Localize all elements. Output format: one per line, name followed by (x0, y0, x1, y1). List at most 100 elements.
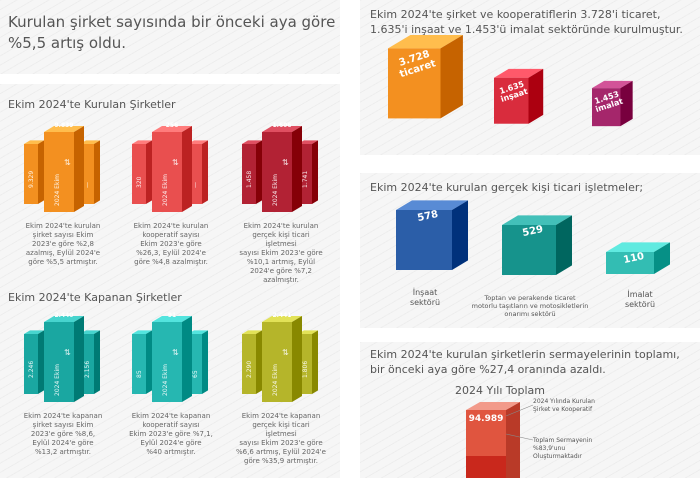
persons-label-line: Toptan ve perakende ticaret (484, 294, 576, 302)
bar-main (152, 126, 192, 212)
bar-left (132, 330, 152, 394)
right-value: 65 (192, 370, 199, 378)
bar-main-front (152, 132, 182, 212)
caption-line: Eylül 2024'e göre (32, 439, 94, 447)
bar-main (44, 316, 84, 402)
persons-cube-label: Toptan ve perakende ticaret motorlu taşıt… (455, 294, 605, 318)
bar-left-top (24, 330, 44, 334)
bar-left-front (132, 334, 146, 394)
bar-left-top (242, 330, 262, 334)
bar-right-side (202, 140, 208, 204)
bar-main-top (262, 126, 302, 132)
bar-right-side (94, 140, 100, 204)
persons-cube-shape-front (396, 210, 452, 270)
main-value: 2.440 (54, 312, 74, 319)
caption-line: Ekim 2024'te kapanan (23, 412, 103, 420)
group-founded-1: 256 2024 Ekim ⇅ 320 — Ekim 2024'te kurulan koo… (126, 118, 226, 293)
sector-cube-shape (592, 80, 633, 126)
capital-note-2: Toplam Sermayenin %83,9'unu Oluşturmakta… (533, 437, 593, 460)
bar-main-side (182, 126, 192, 212)
group-caption: Ekim 2024'te kurulan kooperatif sayısı Eki… (126, 222, 216, 267)
persons-cube-shape (606, 242, 670, 274)
caption-line: %6,6 artmış, Eylül 2024'e (236, 448, 326, 456)
caption-line: %26,3, Eylül 2024'e (136, 249, 206, 257)
main-value: 1.606 (272, 122, 292, 129)
caption-line: şirket sayısı Ekim (32, 421, 94, 429)
group-founded-0: 9.839 2024 Ekim ⇅ 9.329 — Ekim 2024'te kurula… (18, 118, 118, 293)
main-value: 9.839 (54, 122, 74, 129)
persons-cube-shape-top (606, 242, 670, 252)
bar-main (44, 126, 84, 212)
bar-left-side (38, 330, 44, 394)
main-value: 91 (167, 312, 177, 319)
trend-arrow-icon: ⇅ (172, 158, 179, 167)
sector-cube-shape (388, 34, 463, 118)
trend-arrow-icon: ⇅ (172, 348, 179, 357)
main-label: 2024 Ekim (272, 364, 279, 396)
main-value: 256 (165, 122, 179, 129)
bar-left-side (146, 140, 152, 204)
bar-main-front (44, 132, 74, 212)
bar-left-side (38, 140, 44, 204)
sector-cube-shape (494, 69, 544, 124)
bar-main-front (262, 322, 292, 402)
group-caption: Ekim 2024'te kapanan şirket sayısı Ekim 20… (18, 412, 108, 457)
bars-founded-2 (242, 126, 318, 212)
group-founded-2: 1.606 2024 Ekim ⇅ 1.458 1.741 Ekim 2024'te ku… (236, 118, 336, 293)
bar-main (262, 126, 302, 212)
persons-label-line: sektörü (624, 300, 656, 309)
main-label: 2024 Ekim (54, 364, 61, 396)
bar-main (152, 316, 192, 402)
sector-cube-0 (388, 34, 463, 118)
capital-note-1: 2024 Yılında Kurulan Şirket ve Kooperati… (533, 398, 595, 413)
sector-cube-1 (494, 69, 544, 124)
caption-line: Ekim 2024'te kurulan (133, 222, 209, 230)
bar-left-top (242, 140, 262, 144)
bar-main-front (262, 132, 292, 212)
sector-cube-2 (592, 80, 633, 126)
caption-line: göre %5,5 artmıştır. (28, 258, 98, 266)
caption-line: gerçek kişi ticari işletmesi (252, 231, 310, 248)
bar-main-top (152, 126, 192, 132)
persons-cube-shape-side (556, 215, 572, 275)
bar-main-top (152, 316, 192, 322)
caption-line: Ekim 2023'e göre %7,1, (129, 430, 213, 438)
sector-cube-shape-top (592, 80, 633, 88)
bar-right-top (298, 330, 318, 334)
left-value: 320 (136, 176, 143, 188)
main-label: 2024 Ekim (54, 174, 61, 206)
bar-left (24, 140, 44, 204)
main-label: 2024 Ekim (162, 174, 169, 206)
bar-right-side (202, 330, 208, 394)
left-value: 1.458 (246, 170, 253, 188)
caption-line: kooperatif sayısı (142, 421, 200, 429)
bar-left-front (24, 334, 38, 394)
persons-label-line: onarımı sektörü (504, 310, 556, 318)
headline-panel (0, 0, 340, 74)
sector-cube-shape-front (388, 47, 441, 118)
bar-left-front (242, 334, 256, 394)
bars-closed-0 (24, 316, 100, 402)
right-value: 1.806 (302, 360, 309, 378)
right-value: — (192, 182, 199, 188)
bars-closed-2 (242, 316, 318, 402)
bar-left (242, 140, 262, 204)
persons-cube-0 (396, 200, 468, 270)
bar-right-side (312, 140, 318, 204)
caption-line: gerçek kişi ticari işletmesi (252, 421, 310, 438)
bar-main-top (44, 316, 84, 322)
group-caption: Ekim 2024'te kapanan gerçek kişi ticari i… (236, 412, 326, 466)
founded-title: Ekim 2024'te Kurulan Şirketler (8, 98, 176, 111)
caption-line: sayısı Ekim 2023'e göre (239, 249, 323, 257)
left-value: 85 (136, 370, 143, 378)
caption-line: Ekim 2024'te kurulan (243, 222, 319, 230)
caption-line: Ekim 2024'te kapanan (131, 412, 211, 420)
sector-cube-shape-front (494, 77, 529, 124)
bar-left-top (132, 330, 152, 334)
bar-left-front (132, 144, 146, 204)
bar-left-top (24, 140, 44, 144)
capital-panel (360, 342, 700, 478)
capital-box (466, 402, 520, 478)
bars-founded-0 (24, 126, 100, 212)
persons-cube-shape-side (452, 200, 468, 270)
